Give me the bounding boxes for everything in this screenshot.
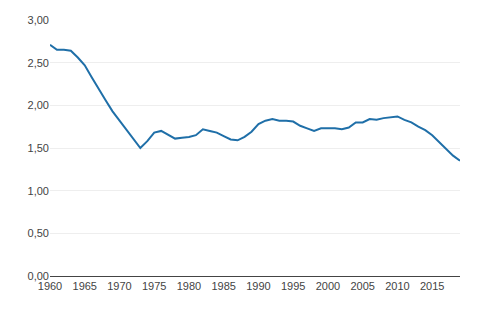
svg-text:0,50: 0,50 bbox=[28, 227, 49, 239]
svg-text:1970: 1970 bbox=[107, 280, 131, 292]
svg-text:2,00: 2,00 bbox=[28, 99, 49, 111]
svg-text:1995: 1995 bbox=[281, 280, 305, 292]
svg-text:1985: 1985 bbox=[211, 280, 235, 292]
svg-text:2005: 2005 bbox=[350, 280, 374, 292]
svg-text:1,00: 1,00 bbox=[28, 185, 49, 197]
svg-text:1960: 1960 bbox=[38, 280, 62, 292]
svg-text:0,00: 0,00 bbox=[28, 270, 49, 282]
svg-text:1,50: 1,50 bbox=[28, 142, 49, 154]
svg-text:1990: 1990 bbox=[246, 280, 270, 292]
svg-text:2,50: 2,50 bbox=[28, 57, 49, 69]
svg-text:2000: 2000 bbox=[316, 280, 340, 292]
svg-text:1980: 1980 bbox=[177, 280, 201, 292]
svg-text:1965: 1965 bbox=[73, 280, 97, 292]
svg-text:2010: 2010 bbox=[385, 280, 409, 292]
svg-text:2015: 2015 bbox=[420, 280, 444, 292]
svg-text:1975: 1975 bbox=[142, 280, 166, 292]
svg-text:3,00: 3,00 bbox=[28, 14, 49, 26]
